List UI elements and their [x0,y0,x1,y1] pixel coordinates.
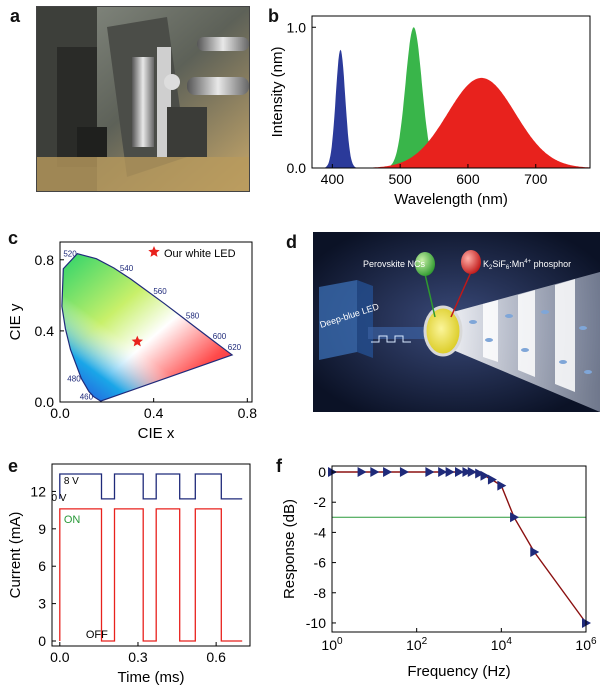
response-point [425,467,435,478]
y-axis-label: Intensity (nm) [269,47,286,138]
response-point [530,547,540,558]
panel-letter-e: e [8,456,19,476]
panel-letter-f: f [276,456,282,476]
y-tick-label: -8 [314,585,327,601]
plot-frame [51,463,251,647]
panel-letter-c: c [8,228,19,248]
response-point [497,480,507,491]
x-axis-label: CIE x [138,425,175,442]
y-axis-label: Current (mA) [7,512,24,599]
wavelength-label: 540 [120,264,134,273]
response-point [487,474,497,485]
response-point [399,467,409,478]
x-tick-label: 700 [524,171,548,187]
response-curve [332,471,587,624]
voltage-high-label: 8 V [64,476,79,487]
plot-frame [331,465,587,633]
phosphor-label: K2SiF6:Mn4+ phosphor [483,259,571,271]
legend-star-icon [148,246,160,257]
response-point [370,467,380,478]
y-tick-label: 3 [38,596,46,612]
nc-label: Perovskite NCs [363,259,426,269]
response-point [455,467,464,478]
device-schematic: Perovskite NCs K2SiF6:Mn4+ phosphor Deep… [313,232,600,412]
current-time-chart: 0.0 0.3 0.6 0 3 6 9 12 Time (ms) Current (mA) 8 V 0… [7,463,251,686]
current-wave [59,508,243,642]
x-tick-label: 600 [456,171,480,187]
x-tick-label: 102 [406,636,428,653]
x-tick-label: 400 [321,171,345,187]
response-point [357,467,367,478]
y-tick-label: 0 [318,464,326,480]
voltage-low-label: 0 V [51,493,66,504]
legend-label: Our white LED [164,248,236,260]
y-tick-label: -10 [306,615,326,631]
response-point [475,468,485,479]
y-tick-label: 1.0 [287,19,307,35]
spectrum-peak-2 [312,77,590,168]
x-tick-label: 0.4 [144,405,164,421]
y-tick-label: -6 [314,555,327,571]
panel-letter-b: b [268,6,279,26]
panel-letter-d: d [286,232,297,252]
response-point [438,467,448,478]
y-tick-label: 0.0 [287,160,307,176]
response-point [467,467,477,478]
y-tick-label: 9 [38,521,46,537]
drive-voltage-wave [59,473,243,500]
y-tick-label: 0.0 [35,394,55,410]
spectrum-peak-0 [312,49,590,168]
x-axis-label: Time (ms) [118,669,185,686]
x-tick-label: 0.6 [206,649,226,665]
response-point [462,467,472,478]
plot-frame [59,241,253,403]
y-tick-label: -4 [314,524,327,540]
x-tick-label: 0.0 [50,649,70,665]
x-tick-label: 0.8 [238,405,258,421]
response-point [445,467,455,478]
wavelength-label: 600 [213,332,227,341]
y-tick-label: 0.4 [35,323,55,339]
wavelength-label: 560 [153,287,167,296]
apparatus-photo [36,6,250,192]
x-tick-label: 104 [491,636,513,653]
y-tick-label: 0 [38,633,46,649]
response-point [480,470,490,481]
y-tick-label: 6 [38,558,46,574]
y-tick-label: 0.8 [35,252,55,268]
y-axis-label: CIE y [7,303,24,340]
x-tick-label: 100 [321,636,343,653]
x-axis-label: Frequency (Hz) [407,663,510,680]
plot-frame [311,15,591,169]
response-point [510,512,520,523]
white-led-marker [131,335,143,347]
wavelength-label: 580 [186,311,200,320]
wavelength-label: 480 [67,374,81,383]
wavelength-label: 520 [63,250,77,259]
x-axis-label: Wavelength (nm) [394,191,508,208]
panel-letter-a: a [10,6,21,26]
response-point [383,467,393,478]
emission-spectrum-chart: 400 500 600 700 0.0 1.0 Wavelength (nm) Intensi… [269,15,591,208]
wavelength-label: 460 [80,393,94,402]
y-axis-label: Response (dB) [281,499,298,599]
x-tick-label: 0.0 [50,405,70,421]
frequency-response-chart: 100 102 104 106 0 -2 -4 -6 -8 -10 Frequency (Hz) Re… [281,464,597,680]
on-label: ON [64,514,81,526]
cie-spectral-locus [61,253,234,402]
wavelength-label: 620 [228,343,242,352]
x-tick-label: 500 [388,171,412,187]
off-label: OFF [86,629,108,641]
y-tick-label: 12 [30,483,46,499]
y-tick-label: -2 [314,494,327,510]
x-tick-label: 0.3 [128,649,148,665]
x-tick-label: 106 [575,636,597,653]
